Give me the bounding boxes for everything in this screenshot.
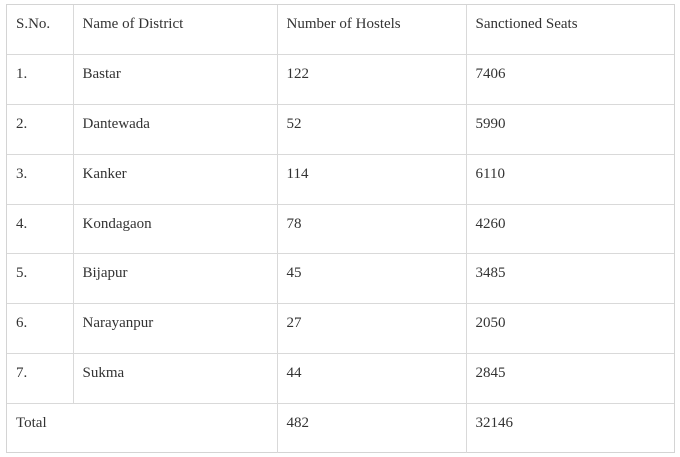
cell-hostels: 45 [276, 253, 467, 305]
total-label: Total [7, 402, 278, 454]
cell-sno: 6. [7, 303, 74, 355]
total-hostels: 482 [276, 402, 467, 454]
table-header-row: S.No. Name of District Number of Hostels… [7, 5, 674, 56]
cell-district: Dantewada [72, 104, 278, 155]
cell-sno: 7. [7, 353, 74, 404]
cell-district: Bijapur [72, 253, 278, 305]
table-row: 4. Kondagaon 78 4260 [7, 203, 674, 255]
header-hostels: Number of Hostels [276, 5, 467, 56]
cell-seats: 2845 [465, 353, 674, 404]
hostels-table-container: S.No. Name of District Number of Hostels… [6, 4, 675, 454]
table-row: 1. Bastar 122 7406 [7, 54, 674, 106]
cell-hostels: 122 [276, 54, 467, 106]
cell-hostels: 114 [276, 153, 467, 205]
table-row: 5. Bijapur 45 3485 [7, 253, 674, 305]
table-row: 3. Kanker 114 6110 [7, 153, 674, 205]
cell-district: Narayanpur [72, 303, 278, 355]
table-row: 6. Narayanpur 27 2050 [7, 303, 674, 355]
cell-hostels: 44 [276, 353, 467, 404]
cell-seats: 4260 [465, 203, 674, 255]
table-row: 7. Sukma 44 2845 [7, 353, 674, 404]
header-district: Name of District [72, 5, 278, 56]
cell-sno: 3. [7, 153, 74, 205]
cell-sno: 2. [7, 104, 74, 155]
cell-seats: 6110 [465, 153, 674, 205]
cell-seats: 7406 [465, 54, 674, 106]
table-row: 2. Dantewada 52 5990 [7, 104, 674, 155]
total-seats: 32146 [465, 402, 674, 454]
cell-district: Sukma [72, 353, 278, 404]
cell-hostels: 78 [276, 203, 467, 255]
cell-hostels: 52 [276, 104, 467, 155]
header-seats: Sanctioned Seats [465, 5, 674, 56]
cell-seats: 2050 [465, 303, 674, 355]
table-total-row: Total 482 32146 [7, 402, 674, 454]
header-sno: S.No. [7, 5, 74, 56]
cell-district: Kondagaon [72, 203, 278, 255]
cell-seats: 3485 [465, 253, 674, 305]
cell-district: Bastar [72, 54, 278, 106]
cell-hostels: 27 [276, 303, 467, 355]
cell-seats: 5990 [465, 104, 674, 155]
cell-sno: 5. [7, 253, 74, 305]
hostels-table: S.No. Name of District Number of Hostels… [7, 5, 674, 454]
cell-sno: 1. [7, 54, 74, 106]
cell-sno: 4. [7, 203, 74, 255]
cell-district: Kanker [72, 153, 278, 205]
